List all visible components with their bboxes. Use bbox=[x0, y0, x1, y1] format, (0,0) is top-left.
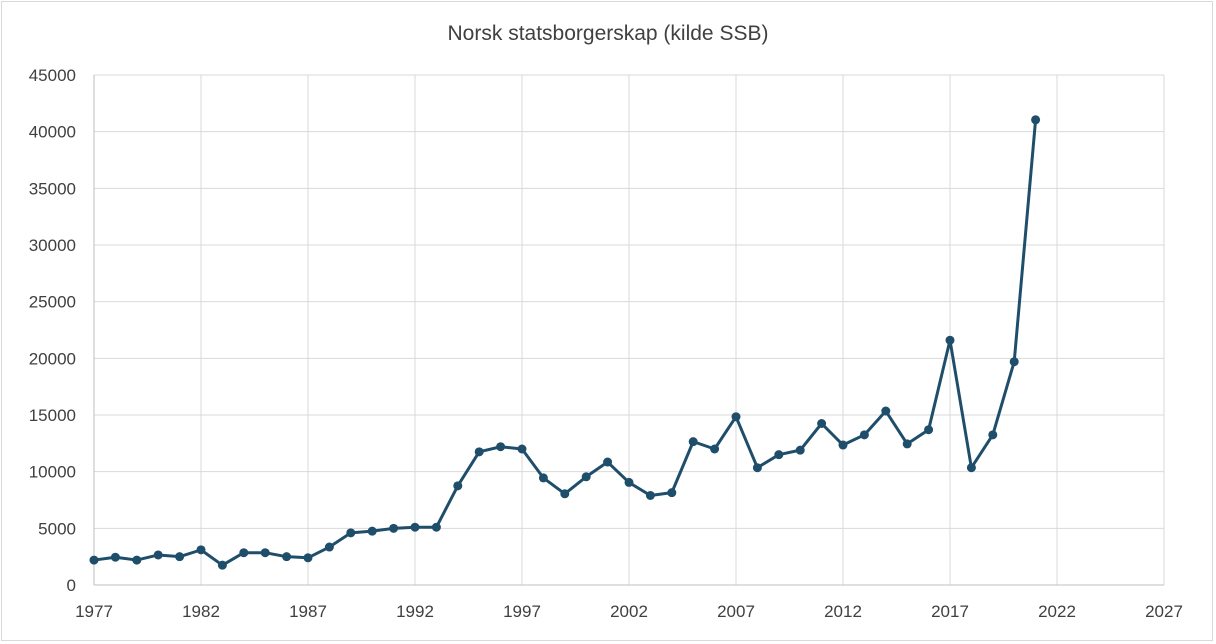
data-point bbox=[731, 412, 741, 422]
axes bbox=[93, 75, 1164, 586]
data-point bbox=[110, 552, 120, 562]
gridlines bbox=[94, 74, 1165, 585]
x-tick-label: 1992 bbox=[396, 602, 434, 621]
data-point bbox=[303, 553, 313, 563]
data-point bbox=[346, 528, 356, 538]
data-point bbox=[367, 526, 377, 536]
data-point bbox=[902, 439, 912, 449]
data-point bbox=[431, 522, 441, 532]
y-tick-label: 30000 bbox=[29, 236, 76, 255]
data-point bbox=[1009, 357, 1019, 367]
data-point bbox=[859, 430, 869, 440]
data-point bbox=[645, 490, 655, 500]
y-tick-label: 25000 bbox=[29, 293, 76, 312]
x-tick-label: 1997 bbox=[503, 602, 541, 621]
data-point bbox=[838, 440, 848, 450]
data-point bbox=[496, 442, 506, 452]
x-tick-label: 2007 bbox=[717, 602, 755, 621]
data-point bbox=[581, 472, 591, 482]
x-tick-label: 1987 bbox=[289, 602, 327, 621]
x-tick-label: 2017 bbox=[931, 602, 969, 621]
data-point bbox=[1031, 115, 1041, 125]
data-point bbox=[517, 444, 527, 454]
data-point bbox=[988, 430, 998, 440]
data-point bbox=[667, 488, 677, 498]
data-point bbox=[217, 560, 227, 570]
data-point bbox=[603, 457, 613, 467]
x-tick-label: 2022 bbox=[1038, 602, 1076, 621]
y-tick-label: 5000 bbox=[38, 519, 76, 538]
y-tick-label: 45000 bbox=[29, 66, 76, 85]
y-tick-label: 15000 bbox=[29, 406, 76, 425]
data-point bbox=[817, 419, 827, 428]
data-point bbox=[688, 437, 698, 447]
data-point bbox=[260, 548, 270, 558]
chart-title: Norsk statsborgerskap (kilde SSB) bbox=[447, 22, 769, 45]
y-tick-label: 20000 bbox=[29, 349, 76, 368]
data-point bbox=[710, 444, 720, 454]
data-point bbox=[474, 447, 484, 457]
data-point bbox=[924, 425, 934, 435]
x-tick-label: 1977 bbox=[75, 602, 113, 621]
data-point bbox=[538, 473, 548, 483]
series-polyline bbox=[93, 119, 1038, 567]
data-point bbox=[89, 555, 99, 565]
data-point bbox=[945, 335, 955, 345]
data-point bbox=[282, 552, 292, 562]
data-point bbox=[389, 523, 399, 533]
x-tick-label: 2027 bbox=[1145, 602, 1183, 621]
data-point bbox=[795, 445, 805, 455]
data-point bbox=[966, 463, 976, 473]
data-point bbox=[453, 481, 463, 491]
data-point bbox=[132, 555, 142, 565]
series-line bbox=[89, 115, 1041, 570]
data-point bbox=[196, 545, 206, 555]
y-tick-label: 40000 bbox=[29, 123, 76, 142]
data-point bbox=[175, 552, 185, 562]
data-point bbox=[752, 463, 762, 473]
tick-labels: 0 5000 10000 15000 20000 25000 30000 35000 40000… bbox=[29, 66, 1183, 621]
data-point bbox=[324, 542, 334, 552]
data-point bbox=[239, 548, 249, 558]
data-point bbox=[560, 489, 570, 499]
data-point bbox=[881, 406, 891, 416]
y-tick-label: 35000 bbox=[29, 179, 76, 198]
data-point bbox=[410, 522, 420, 532]
data-point bbox=[624, 477, 634, 487]
x-tick-label: 2012 bbox=[824, 602, 862, 621]
y-tick-label: 10000 bbox=[29, 463, 76, 482]
y-tick-label: 0 bbox=[67, 576, 76, 595]
data-point bbox=[774, 450, 784, 460]
x-tick-label: 1982 bbox=[182, 602, 220, 621]
data-point bbox=[153, 550, 163, 560]
x-tick-label: 2002 bbox=[610, 602, 648, 621]
